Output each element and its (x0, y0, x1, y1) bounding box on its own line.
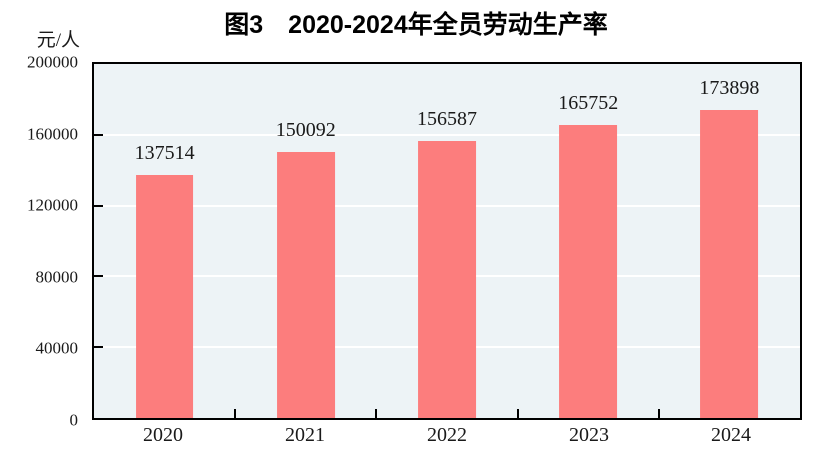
x-tick-label-2022: 2022 (427, 424, 467, 446)
bar-cell-2020: 137514 (94, 64, 235, 418)
y-tick-label: 120000 (27, 195, 78, 215)
bars-row: 137514 150092 156587 165752 173898 (94, 64, 800, 418)
y-axis-tick-mark (94, 133, 103, 136)
y-axis-tick-mark (94, 204, 103, 207)
y-axis-unit-label: 元/人 (36, 30, 80, 51)
y-tick-label: 200000 (27, 52, 78, 72)
y-tick-label: 80000 (35, 267, 79, 287)
bar-cell-2023: 165752 (518, 64, 659, 418)
bar-2020 (135, 174, 194, 418)
y-axis-tick-mark (94, 275, 103, 278)
bar-value-label-2021: 150092 (275, 119, 336, 142)
chart-title: 图3 2020-2024年全员劳动生产率 (224, 11, 608, 39)
gridline (94, 133, 800, 136)
x-axis-tick-mark (516, 409, 519, 418)
bar-value-label-2024: 173898 (699, 77, 760, 100)
bar-cell-2022: 156587 (376, 64, 517, 418)
x-tick-label-2021: 2021 (285, 424, 325, 446)
y-tick-label: 0 (69, 410, 79, 430)
x-tick-label-2020: 2020 (143, 424, 183, 446)
y-axis-tick-mark (94, 346, 103, 349)
x-tick-label-2023: 2023 (569, 424, 609, 446)
x-axis-tick-mark (657, 409, 660, 418)
y-tick-label: 40000 (35, 338, 79, 358)
bar-2021 (276, 152, 335, 418)
y-tick-label: 160000 (27, 124, 78, 144)
bar-cell-2021: 150092 (235, 64, 376, 418)
bar-value-label-2020: 137514 (134, 141, 195, 164)
x-tick-label-2024: 2024 (711, 424, 751, 446)
bar-2022 (418, 140, 476, 418)
x-axis-tick-mark (375, 409, 378, 418)
bar-cell-2024: 173898 (659, 64, 800, 418)
x-axis-tick-labels: 2020 2021 2022 2023 2024 (92, 425, 802, 445)
bar-2024 (700, 110, 759, 418)
plot-area: 137514 150092 156587 165752 173898 (92, 62, 802, 420)
x-axis-tick-mark (234, 409, 237, 418)
bar-value-label-2023: 165752 (558, 91, 619, 114)
y-axis-tick-labels: 0 40000 80000 120000 160000 200000 (0, 54, 84, 429)
bar-value-label-2022: 156587 (417, 107, 477, 130)
bar-2023 (559, 124, 618, 418)
